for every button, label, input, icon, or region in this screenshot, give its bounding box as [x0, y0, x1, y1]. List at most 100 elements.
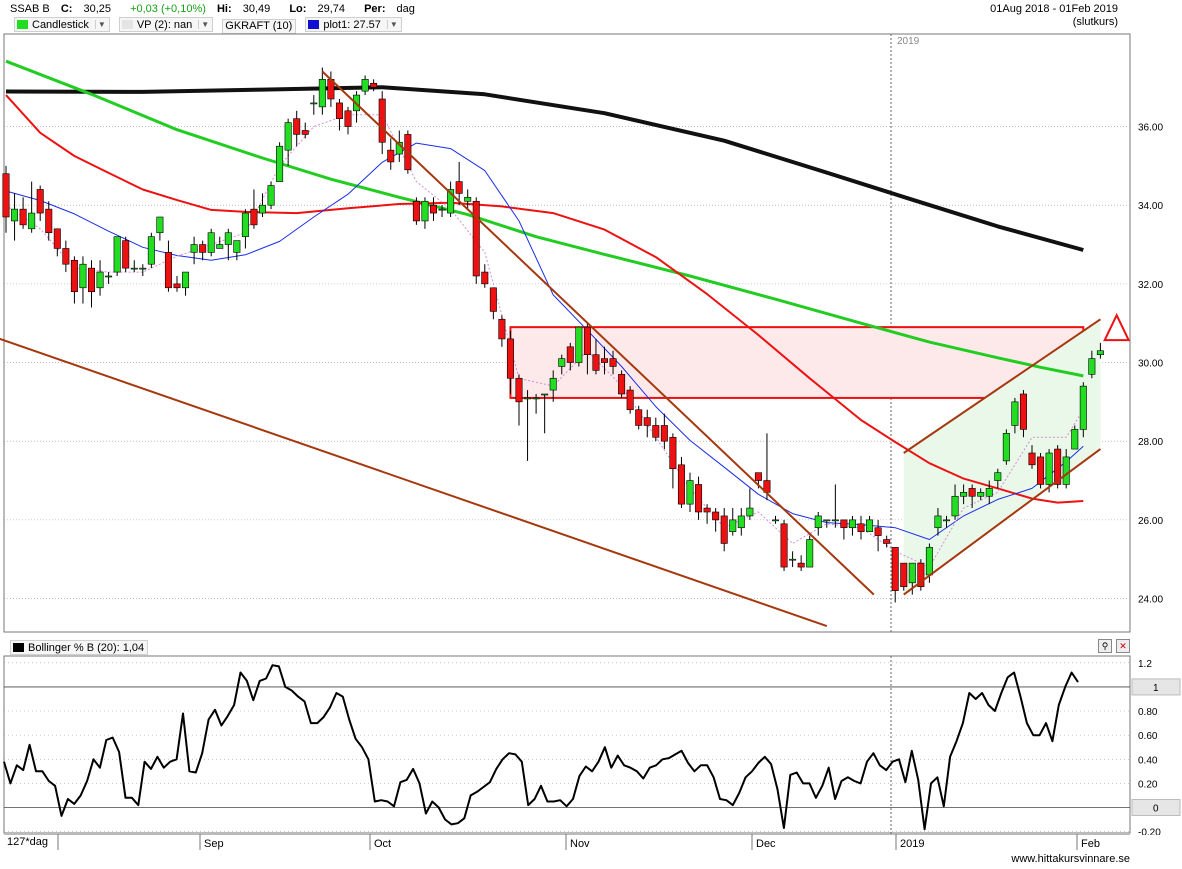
candle-body: [1071, 429, 1079, 450]
candle-body: [1079, 385, 1087, 430]
candle: [455, 161, 463, 206]
indicator-axis-labels: 0 1 -0.20 0.20 0.40 0.60 0.80 1.2: [1131, 659, 1181, 835]
candle: [361, 75, 369, 96]
candle-body: [258, 204, 266, 214]
candle-body: [361, 79, 369, 92]
legend-item-plot1[interactable]: plot1: 27.57 ▼: [305, 17, 402, 32]
legend-item-gkraft[interactable]: GKRAFT (10): [222, 18, 297, 34]
candle: [258, 193, 266, 217]
candle: [797, 555, 805, 571]
candle-body: [387, 149, 395, 163]
candle-body: [1096, 350, 1104, 355]
candle-body: [780, 523, 788, 568]
candle: [720, 508, 728, 552]
legend-label: GKRAFT (10): [225, 20, 293, 32]
lookback-label: 127*dag: [7, 836, 48, 848]
candle-body: [866, 519, 874, 532]
candle: [532, 394, 540, 414]
candle: [669, 433, 677, 489]
candle: [130, 260, 138, 273]
dropdown-arrow-icon[interactable]: ▼: [94, 20, 106, 29]
candle: [207, 228, 215, 257]
candle-body: [635, 409, 643, 426]
candle: [789, 551, 797, 568]
legend-item-candlestick[interactable]: Candlestick ▼: [14, 17, 110, 32]
candle: [1045, 449, 1053, 493]
candle-body: [746, 507, 754, 517]
candle: [814, 512, 822, 536]
candle: [62, 240, 70, 273]
price-tick-label: 34.00: [1138, 201, 1163, 212]
candle-body: [207, 232, 215, 253]
reference-label: 0: [1153, 803, 1159, 814]
legend-label: Candlestick: [32, 18, 89, 31]
candle: [412, 197, 420, 225]
candle-body: [549, 377, 557, 391]
candle-body: [789, 558, 797, 561]
candle-body: [840, 519, 848, 529]
candle-body: [481, 271, 489, 285]
candle: [737, 508, 745, 536]
candle: [284, 118, 292, 166]
price-axis-labels: 24.00 26.00 28.00 30.00 32.00 34.00 36.00: [1138, 123, 1163, 606]
candle-body: [831, 519, 839, 522]
candle-body: [2, 173, 10, 218]
candle-body: [823, 519, 831, 522]
candle: [1011, 397, 1019, 434]
legend-item-vp[interactable]: VP (2): nan ▼: [118, 17, 214, 32]
candle-body: [695, 484, 703, 513]
candle-body: [583, 326, 591, 355]
time-axis: Sep Oct Nov Dec 2019 Feb: [4, 834, 1130, 850]
candle-body: [455, 181, 463, 194]
candle-body: [1019, 393, 1027, 430]
channel-lower-line: [903, 448, 1101, 596]
trendlines: [0, 70, 1131, 628]
candle-body: [541, 393, 549, 396]
candle-body: [88, 267, 96, 293]
candle: [942, 515, 950, 528]
candle-body: [53, 228, 61, 249]
candle: [28, 181, 36, 233]
ma-long-line: [5, 85, 1084, 252]
candle-body: [147, 236, 155, 265]
candle-body: [566, 346, 574, 363]
candle: [575, 326, 583, 367]
candle: [310, 95, 318, 115]
candle-body: [62, 248, 70, 265]
legend-swatch: [13, 643, 24, 652]
candle: [224, 228, 232, 261]
candle: [823, 519, 831, 528]
candle: [677, 456, 685, 509]
candle: [515, 374, 523, 426]
candle: [182, 271, 190, 296]
candle: [703, 504, 711, 524]
candle: [985, 480, 993, 505]
candle-body: [250, 208, 258, 226]
series-legend: Candlestick ▼ VP (2): nan ▼ GKRAFT (10) …: [14, 17, 408, 34]
candle: [1019, 390, 1027, 438]
close-icon[interactable]: ✕: [1116, 639, 1130, 653]
candle: [609, 350, 617, 375]
candle: [1088, 350, 1096, 379]
dropdown-arrow-icon[interactable]: ▼: [386, 20, 398, 29]
candle-body: [754, 472, 762, 481]
candle-body: [1054, 448, 1062, 485]
candle: [857, 515, 865, 540]
candle: [464, 189, 472, 210]
price-tick-label: 32.00: [1138, 280, 1163, 291]
legend-item-bollinger[interactable]: Bollinger % B (20): 1,04: [10, 640, 149, 655]
candle: [233, 240, 241, 261]
candle: [695, 476, 703, 520]
bollinger-chart[interactable]: 0 1 -0.20 0.20 0.40 0.60 0.80 1.2: [0, 655, 1182, 835]
candle: [70, 256, 78, 304]
candle-body: [985, 488, 993, 497]
target-triangle-icon: [1103, 312, 1131, 342]
candle: [592, 338, 600, 375]
zoom-icon[interactable]: ⚲: [1098, 639, 1112, 653]
price-chart[interactable]: 24.00 26.00 28.00 30.00 32.00 34.00 36.00 2019: [0, 33, 1182, 633]
candle: [1096, 342, 1104, 359]
x-axis-labels: Sep Oct Nov Dec 2019 Feb: [4, 834, 1130, 850]
candle: [139, 264, 147, 276]
dropdown-arrow-icon[interactable]: ▼: [198, 20, 209, 29]
candle-body: [934, 515, 942, 529]
